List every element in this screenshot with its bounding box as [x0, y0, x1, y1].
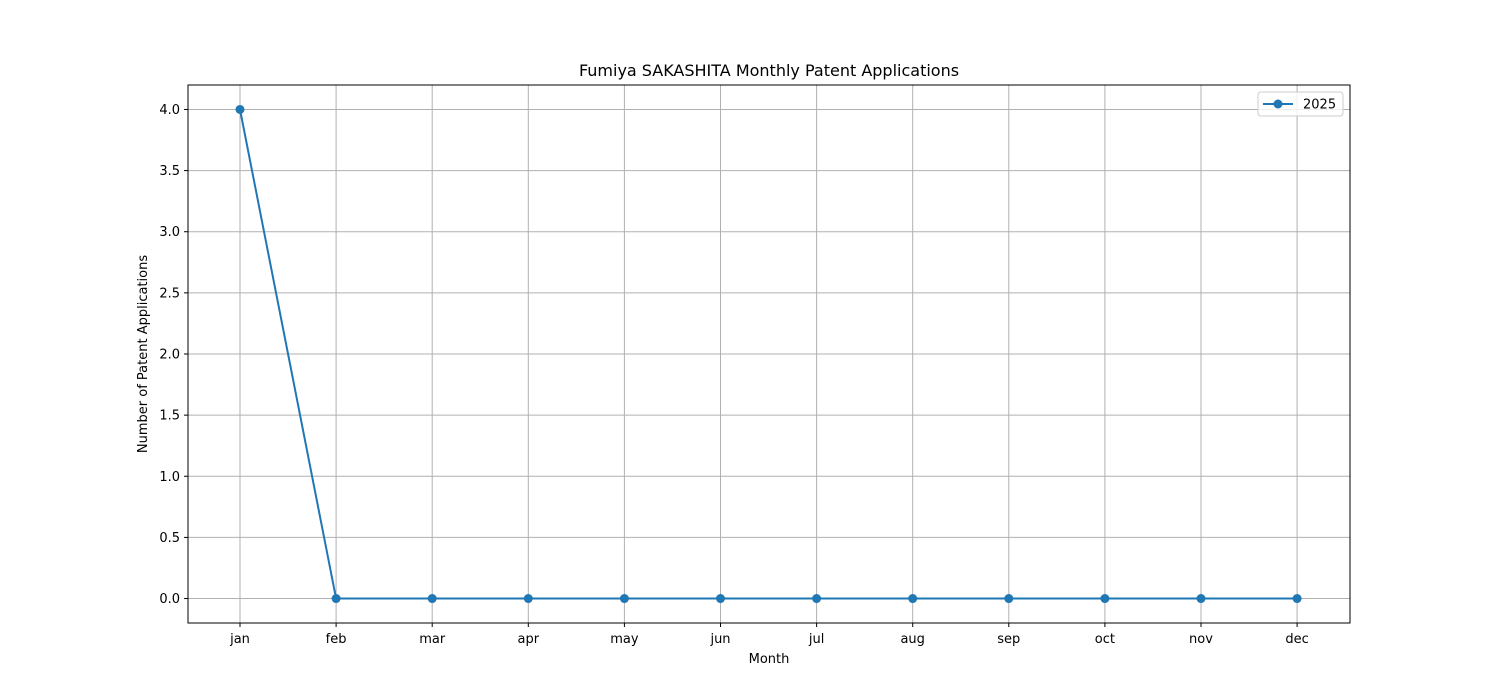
data-point-dec — [1293, 594, 1302, 603]
data-point-jun — [716, 594, 725, 603]
data-point-may — [620, 594, 629, 603]
x-tick-label: jul — [808, 632, 824, 647]
chart-title: Fumiya SAKASHITA Monthly Patent Applicat… — [579, 61, 959, 80]
x-tick-label: may — [610, 632, 639, 647]
x-axis-label: Month — [749, 652, 790, 667]
data-point-mar — [428, 594, 437, 603]
y-tick-label: 1.5 — [159, 409, 180, 424]
data-point-aug — [908, 594, 917, 603]
y-tick-label: 4.0 — [159, 103, 180, 118]
legend-label: 2025 — [1303, 98, 1336, 113]
legend-marker — [1274, 100, 1283, 109]
data-point-jan — [236, 105, 245, 114]
legend: 2025 — [1258, 92, 1343, 116]
x-tick-label: mar — [419, 632, 446, 647]
x-tick-label: feb — [326, 632, 347, 647]
y-tick-label: 2.5 — [159, 286, 180, 301]
data-point-oct — [1100, 594, 1109, 603]
data-point-apr — [524, 594, 533, 603]
data-point-sep — [1004, 594, 1013, 603]
data-point-jul — [812, 594, 821, 603]
x-tick-label: dec — [1285, 632, 1308, 647]
y-tick-label: 3.0 — [159, 225, 180, 240]
data-point-feb — [332, 594, 341, 603]
x-tick-label: jun — [709, 632, 730, 647]
y-tick-label: 0.5 — [159, 531, 180, 546]
x-tick-label: jan — [229, 632, 250, 647]
x-tick-label: nov — [1189, 632, 1213, 647]
y-tick-label: 0.0 — [159, 592, 180, 607]
x-tick-label: oct — [1095, 632, 1115, 647]
x-tick-label: aug — [900, 632, 924, 647]
data-point-nov — [1197, 594, 1206, 603]
y-tick-label: 3.5 — [159, 164, 180, 179]
y-tick-label: 2.0 — [159, 348, 180, 363]
y-tick-label: 1.0 — [159, 470, 180, 485]
x-tick-label: apr — [518, 632, 540, 647]
y-axis-label: Number of Patent Applications — [136, 255, 151, 453]
x-tick-label: sep — [997, 632, 1020, 647]
